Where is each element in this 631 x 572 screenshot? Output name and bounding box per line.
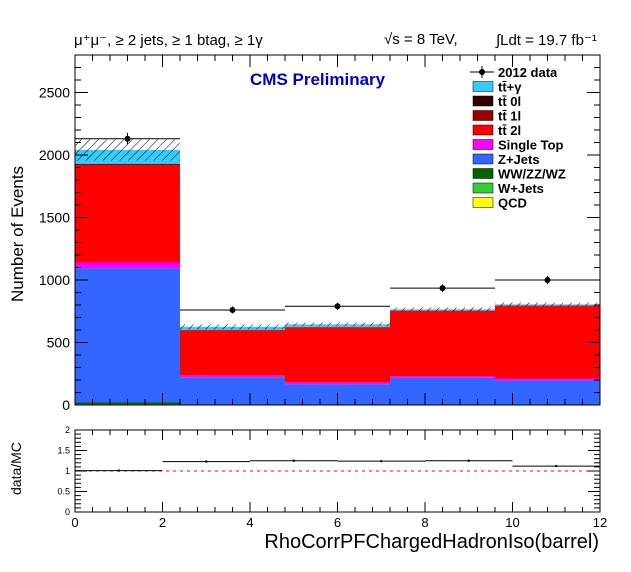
legend-entry-label: tt̄ 0l [498,94,521,109]
x-tick-label: 8 [421,515,428,530]
stack-bar-tt2l [180,330,285,376]
legend-swatch-tt0l [472,95,494,107]
legend-entry-label: 2012 data [498,65,558,80]
cms-preliminary-label: CMS Preliminary [250,70,386,89]
x-tick-label: 6 [334,515,341,530]
mc-uncertainty-band [390,307,495,312]
stack-bar-zjets [75,268,180,403]
ratio-y-tick-label: 0.5 [57,487,70,497]
mc-uncertainty-band [180,324,285,330]
data-point [229,307,236,313]
legend-entry-label: Z+Jets [498,152,540,167]
mc-uncertainty-band [495,302,600,307]
sqrt-s-label: √s = 8 TeV, [384,31,458,48]
ratio-y-tick-label: 1.5 [57,446,70,456]
ratio-point [467,459,470,462]
y-tick-label: 500 [47,335,71,351]
y-tick-label: 0 [62,397,70,413]
y-tick-label: 1500 [39,210,70,226]
legend-entry-label: QCD [498,196,527,211]
ratio-point [380,459,383,463]
ratio-point [292,459,295,462]
legend-entry-label: tt̄ 2l [498,123,521,138]
mc-uncertainty-band [75,139,180,161]
legend-swatch-qcd [472,197,494,208]
ratio-point [555,464,558,468]
data-point [334,303,341,310]
legend-entry-label: Single Top [498,138,564,153]
legend-entry-label: tt̄+γ [498,80,522,95]
ratio-point [117,469,120,472]
stack-bar-single_top [285,382,390,385]
legend-swatch-ttgamma [472,81,494,92]
main-y-axis-label: Number of Events [8,165,27,302]
stack-bar-tt2l [495,306,600,379]
y-tick-label: 2000 [39,147,70,163]
x-tick-label: 4 [246,515,253,530]
legend-swatch-tt1l [472,110,494,121]
x-tick-label: 10 [505,515,519,530]
ratio-y-tick-label: 0 [65,507,70,517]
stack-bar-tt2l [75,165,180,263]
luminosity-label: ∫Ldt = 19.7 fb⁻¹ [496,32,597,49]
x-tick-label: 12 [593,515,607,530]
ratio-y-tick-label: 2 [65,425,70,435]
stack-bar-single_top [180,375,285,378]
mc-uncertainty-band [285,322,390,327]
legend-entry-label: WW/ZZ/WZ [498,167,566,182]
channel-label: μ⁺μ⁻, ≥ 2 jets, ≥ 1 btag, ≥ 1γ [74,32,263,49]
stack-bar-tt2l [285,327,390,383]
stack-bar-single_top [390,376,495,378]
x-axis-label: RhoCorrPFChargedHadronIso(barrel) [264,531,599,553]
legend-swatch-tt2l [472,124,494,136]
ratio-point [205,460,208,463]
data-point [439,285,446,292]
data-point [124,135,131,142]
legend-swatch-dibosons [472,168,494,179]
x-tick-label: 0 [71,515,78,530]
legend-swatch-zjets [472,153,494,165]
legend-entry-label: tt̄ 1l [498,109,521,124]
legend-swatch-single_top [472,139,494,150]
legend-data-marker [479,69,485,75]
y-tick-label: 2500 [39,85,70,101]
ratio-y-tick-label: 1 [65,466,70,476]
stack-bar-tt1l [75,164,180,165]
ratio-y-axis-label: data/MC [8,442,24,495]
data-point [544,277,551,283]
stack-bar-single_top [495,378,600,381]
y-tick-label: 1000 [39,272,70,288]
stack-bar-single_top [75,262,180,269]
x-tick-label: 2 [159,515,166,530]
stack-bar-tt2l [390,311,495,376]
legend-swatch-wjets [472,182,494,194]
legend-entry-label: W+Jets [498,181,544,196]
